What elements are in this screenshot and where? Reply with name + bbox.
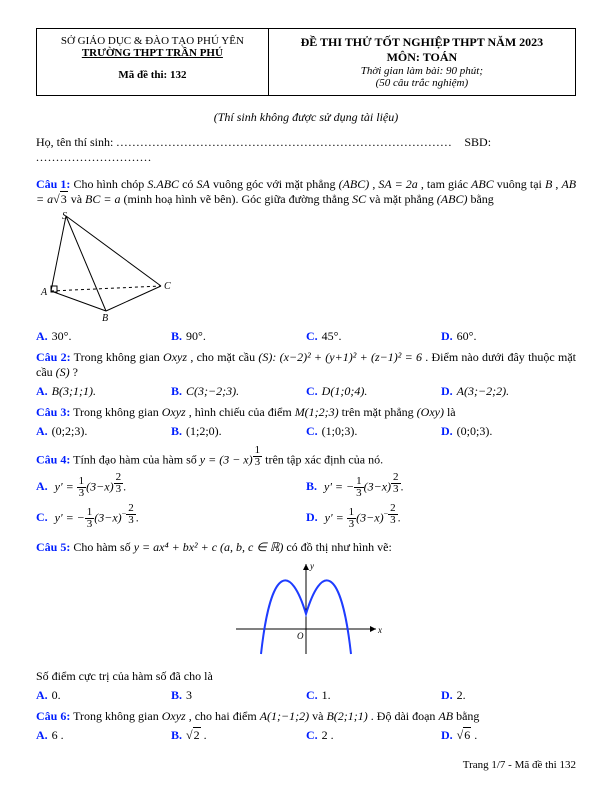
svg-text:y: y — [309, 561, 314, 571]
question-4: Câu 4: Tính đạo hàm của hàm số y = (3 − … — [36, 445, 576, 468]
name-label: Họ, tên thí sinh: — [36, 135, 113, 149]
q4-label: Câu 4: — [36, 452, 70, 466]
q3-options: A.(0;2;3). B.(1;2;0). C.(1;0;3). D.(0;0;… — [36, 424, 576, 439]
q1-options: A.30°. B.90°. C.45°. D.60°. — [36, 329, 576, 344]
q2-options: A.B(3;1;1). B.C(3;−2;3). C.D(1;0;4). D.A… — [36, 384, 576, 399]
organization: SỞ GIÁO DỤC & ĐÀO TẠO PHÚ YÊN — [45, 35, 260, 47]
q4-options: A. y' = 13(3−x)23. B. y' = −13(3−x)23. C… — [36, 472, 576, 534]
q5-subtext: Số điểm cực trị của hàm số đã cho là — [36, 669, 576, 684]
q5-options: A.0. B.3 C.1. D.2. — [36, 688, 576, 703]
svg-text:C: C — [164, 281, 171, 292]
question-5: Câu 5: Cho hàm số y = ax⁴ + bx² + c (a, … — [36, 540, 576, 555]
sbd-label: SBD: — [464, 135, 491, 149]
q6-options: A.6 . B.√2 . C.2 . D.√6 . — [36, 728, 576, 743]
question-2: Câu 2: Trong không gian Oxyz , cho mặt c… — [36, 350, 576, 380]
exam-code: Mã đề thi: 132 — [45, 69, 260, 81]
q5-label: Câu 5: — [36, 540, 70, 554]
page-footer: Trang 1/7 - Mã đề thi 132 — [36, 759, 576, 771]
q3-label: Câu 3: — [36, 405, 70, 419]
svg-text:O: O — [297, 631, 304, 641]
q2-label: Câu 2: — [36, 350, 71, 364]
q1-label: Câu 1: — [36, 177, 70, 191]
svg-text:A: A — [40, 287, 48, 298]
candidate-name-line: Họ, tên thí sinh: ......................… — [36, 135, 576, 165]
school-name: TRƯỜNG THPT TRẦN PHÚ — [45, 47, 260, 59]
exam-subject: MÔN: TOÁN — [277, 50, 567, 65]
question-6: Câu 6: Trong không gian Oxyz , cho hai đ… — [36, 709, 576, 724]
exam-duration: Thời gian làm bài: 90 phút; — [277, 65, 567, 77]
figure-quartic: x y O — [36, 559, 576, 663]
svg-text:S: S — [62, 211, 67, 222]
exam-qcount: (50 câu trắc nghiệm) — [277, 77, 567, 89]
question-3: Câu 3: Trong không gian Oxyz , hình chiế… — [36, 405, 576, 420]
svg-text:x: x — [377, 625, 382, 635]
question-1: Câu 1: Cho hình chóp S.ABC có SA vuông g… — [36, 177, 576, 207]
figure-pyramid: S A B C — [36, 211, 576, 325]
q6-label: Câu 6: — [36, 709, 70, 723]
exam-header: SỞ GIÁO DỤC & ĐÀO TẠO PHÚ YÊN TRƯỜNG THP… — [36, 28, 576, 96]
exam-title: ĐỀ THI THỬ TỐT NGHIỆP THPT NĂM 2023 — [277, 35, 567, 50]
no-materials-notice: (Thí sinh không được sử dụng tài liệu) — [36, 110, 576, 125]
svg-text:B: B — [102, 313, 108, 321]
